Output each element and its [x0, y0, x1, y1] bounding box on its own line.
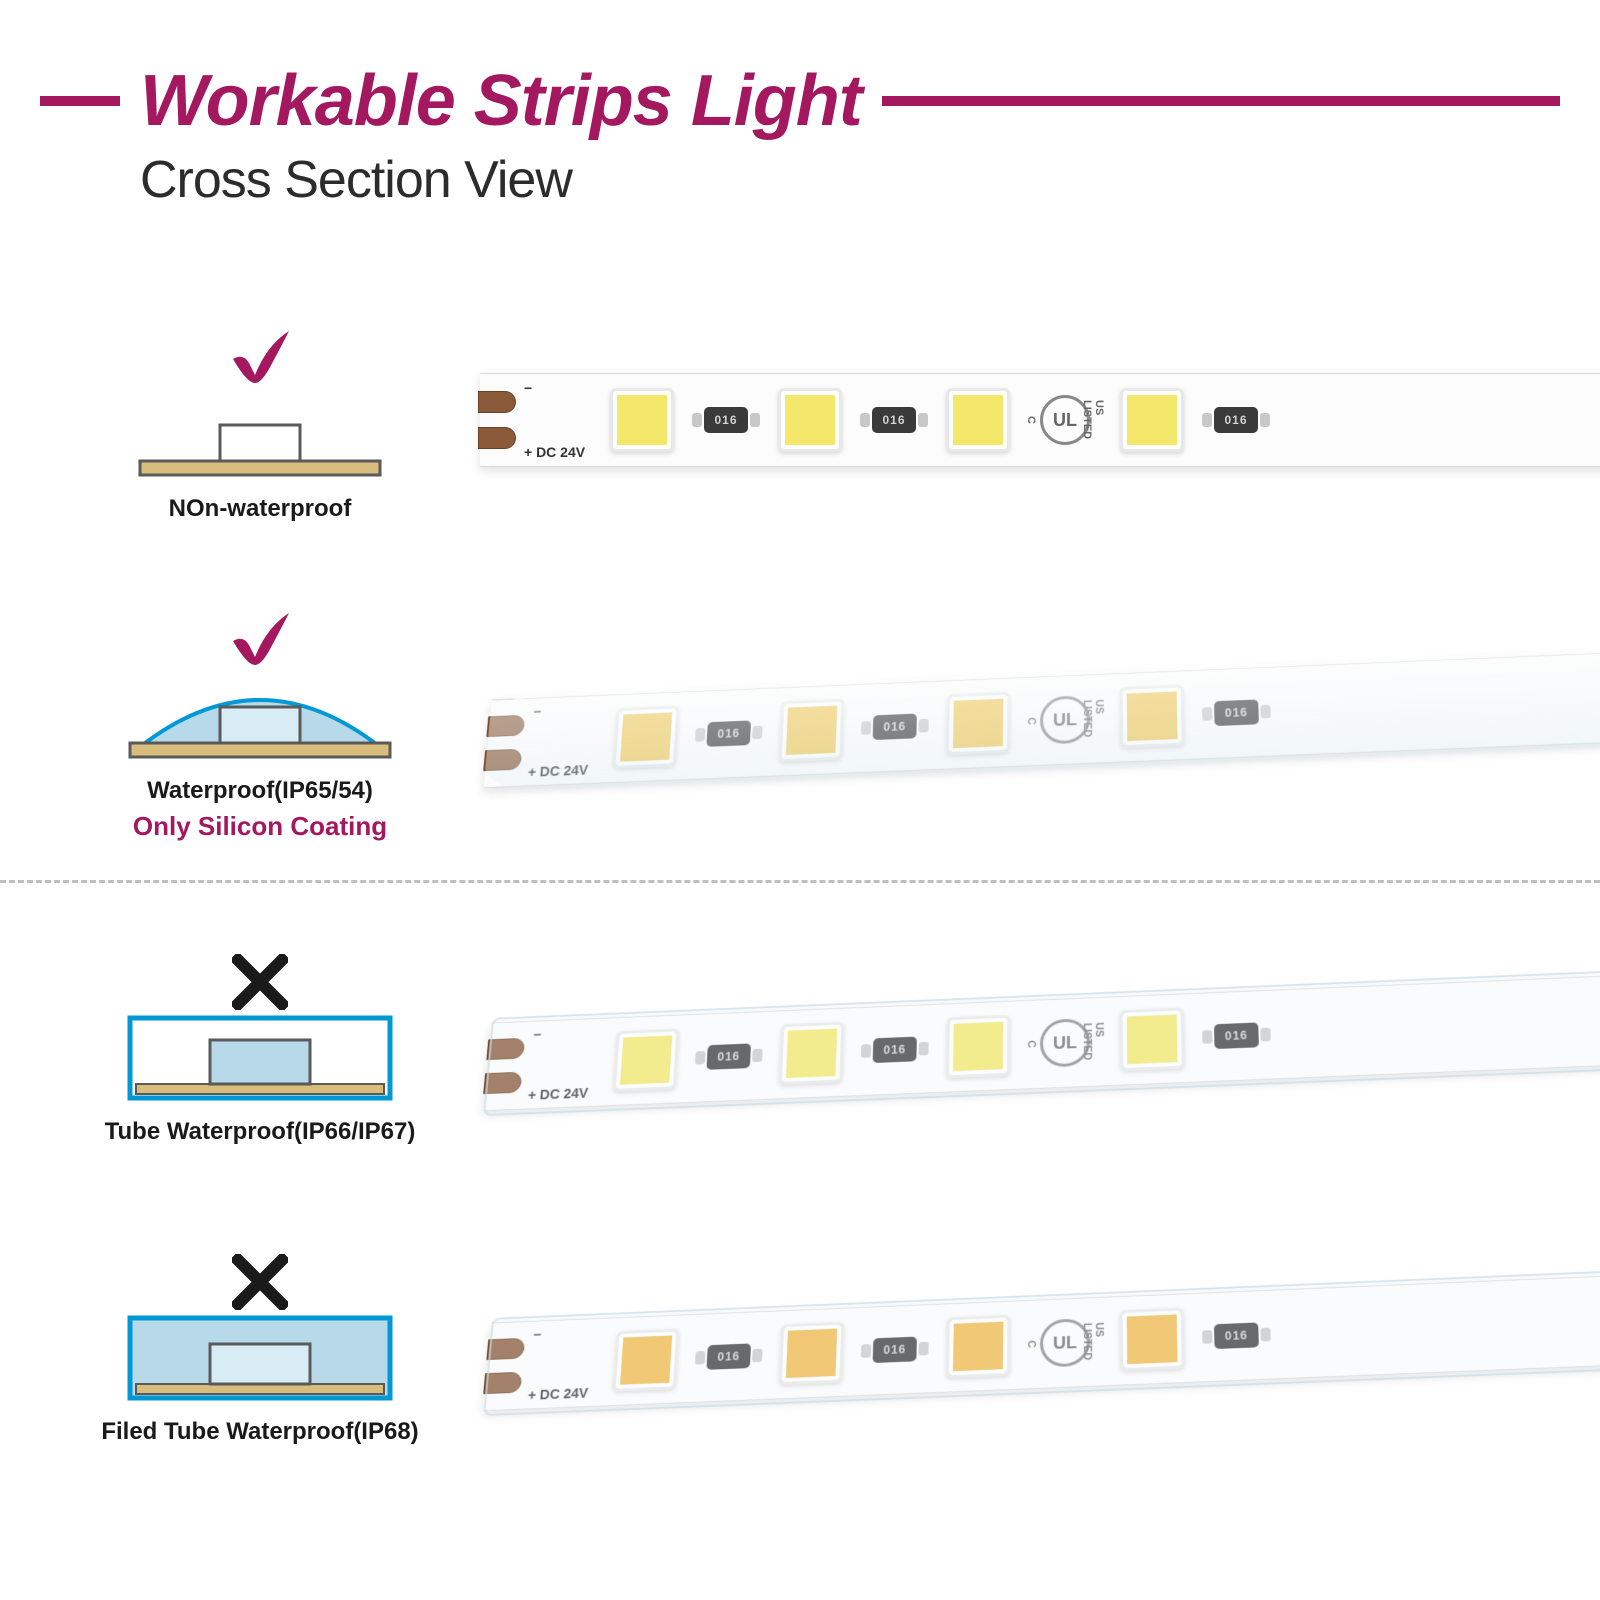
cross-section-diagram: [40, 391, 480, 481]
pad-plus: [483, 1372, 522, 1394]
diagram-col: Tube Waterproof(IP66/IP67): [40, 940, 480, 1146]
row-silicon-coating: Waterproof(IP65/54) Only Silicon Coating…: [0, 570, 1600, 870]
diagram-label: Waterproof(IP65/54): [147, 777, 373, 805]
check-icon: [225, 607, 295, 669]
contact-pads: [478, 391, 516, 449]
minus-label: −: [524, 380, 532, 396]
cross-section-diagram: [40, 1314, 480, 1404]
led-chip: [1120, 388, 1184, 452]
ul-mark: ULCUSLISTED: [1040, 1318, 1090, 1368]
resistor: 016: [706, 1343, 751, 1369]
pad-minus: [478, 391, 516, 413]
resistor: 016: [1214, 1022, 1259, 1049]
resistor: 016: [873, 1337, 917, 1363]
pad-minus: [486, 1038, 525, 1060]
header: Workable Strips Light Cross Section View: [0, 0, 1600, 230]
plus-label: + DC 24V: [527, 762, 588, 780]
divider: [0, 880, 1600, 883]
cross-section-diagram: [40, 1014, 480, 1104]
title-bar-left: [40, 96, 120, 106]
led-chip: [613, 706, 680, 769]
pad-minus: [486, 715, 525, 737]
mark-slot: [225, 317, 295, 387]
plus-label: + DC 24V: [527, 1385, 588, 1403]
minus-label: −: [533, 1327, 542, 1342]
led-chip: [1120, 1308, 1185, 1372]
diagram-sublabel: Only Silicon Coating: [133, 811, 387, 842]
minus-label: −: [533, 1027, 542, 1042]
cross-icon: [232, 954, 288, 1010]
strip-col: − + DC 24V 016 016 ULCUSLISTED 016: [480, 660, 1600, 780]
check-icon: [225, 325, 295, 387]
mark-slot: [232, 940, 288, 1010]
led-strip: − + DC 24V 016016ULCUSLISTED016: [480, 673, 1600, 767]
diagram-col: Waterproof(IP65/54) Only Silicon Coating: [40, 599, 480, 842]
resistor: 016: [873, 1037, 917, 1063]
row-tube: Tube Waterproof(IP66/IP67) − + DC 24V 01…: [0, 893, 1600, 1193]
cross-section-diagram: [40, 673, 480, 763]
diagram-col: NOn-waterproof: [40, 317, 480, 523]
ul-mark: ULCUSLISTED: [1040, 395, 1090, 445]
row-filled-tube: Filed Tube Waterproof(IP68) − + DC 24V 0…: [0, 1193, 1600, 1493]
led-chip: [779, 1022, 845, 1085]
cross-icon: [232, 1254, 288, 1310]
resistor: 016: [1214, 699, 1259, 726]
resistor: 016: [1214, 1322, 1259, 1349]
resistor: 016: [873, 714, 917, 740]
diagram-label: Tube Waterproof(IP66/IP67): [105, 1118, 416, 1146]
led-chip: [1120, 685, 1185, 749]
led-chip: [779, 1322, 845, 1385]
pad-plus: [483, 749, 522, 771]
title-row: Workable Strips Light: [40, 60, 1560, 142]
page-title: Workable Strips Light: [140, 60, 862, 142]
resistor: 016: [706, 1043, 751, 1069]
page-subtitle: Cross Section View: [140, 150, 1560, 210]
pad-minus: [486, 1338, 525, 1360]
mark-slot: [232, 1240, 288, 1310]
led-chip: [946, 1315, 1011, 1378]
diagram-col: Filed Tube Waterproof(IP68): [40, 1240, 480, 1446]
strip-col: − + DC 24V 016 016 ULCUSLISTED 016: [480, 983, 1600, 1103]
led-strip: − + DC 24V 016016ULCUSLISTED016: [480, 1296, 1600, 1390]
strip-col: − + DC 24V 016 016 ULCUSLISTED 016: [480, 1283, 1600, 1403]
resistor: 016: [704, 407, 748, 433]
contact-pads: [483, 1338, 525, 1394]
ul-mark: ULCUSLISTED: [1040, 695, 1090, 745]
led-chip: [946, 388, 1010, 452]
minus-label: −: [533, 704, 542, 719]
led-chip: [610, 388, 674, 452]
pad-plus: [478, 427, 516, 449]
led-chip: [778, 388, 842, 452]
ul-mark: ULCUSLISTED: [1040, 1018, 1090, 1068]
led-chip: [779, 699, 845, 762]
led-strip: − + DC 24V 016 016 ULCUSLISTED 016: [480, 373, 1600, 467]
led-chip: [613, 1029, 680, 1092]
contact-pads: [483, 715, 525, 771]
resistor: 016: [706, 720, 751, 746]
plus-label: + DC 24V: [524, 444, 585, 460]
rows-container: NOn-waterproof − + DC 24V 016 016 ULCUSLIS…: [0, 230, 1600, 1493]
led-chip: [946, 692, 1011, 755]
diagram-label: NOn-waterproof: [169, 495, 352, 523]
pad-plus: [483, 1072, 522, 1094]
resistor: 016: [872, 407, 916, 433]
plus-label: + DC 24V: [527, 1085, 588, 1103]
led-chip: [613, 1329, 680, 1392]
led-chip: [1120, 1008, 1185, 1072]
contact-pads: [483, 1038, 525, 1094]
strip-col: − + DC 24V 016 016 ULCUSLISTED 016: [480, 360, 1600, 480]
mark-slot: [225, 599, 295, 669]
resistor: 016: [1214, 407, 1258, 433]
led-chip: [946, 1015, 1011, 1078]
led-strip: − + DC 24V 016016ULCUSLISTED016: [480, 996, 1600, 1090]
title-bar-right: [882, 96, 1560, 106]
row-non-waterproof: NOn-waterproof − + DC 24V 016 016 ULCUSLIS…: [0, 270, 1600, 570]
diagram-label: Filed Tube Waterproof(IP68): [101, 1418, 418, 1446]
